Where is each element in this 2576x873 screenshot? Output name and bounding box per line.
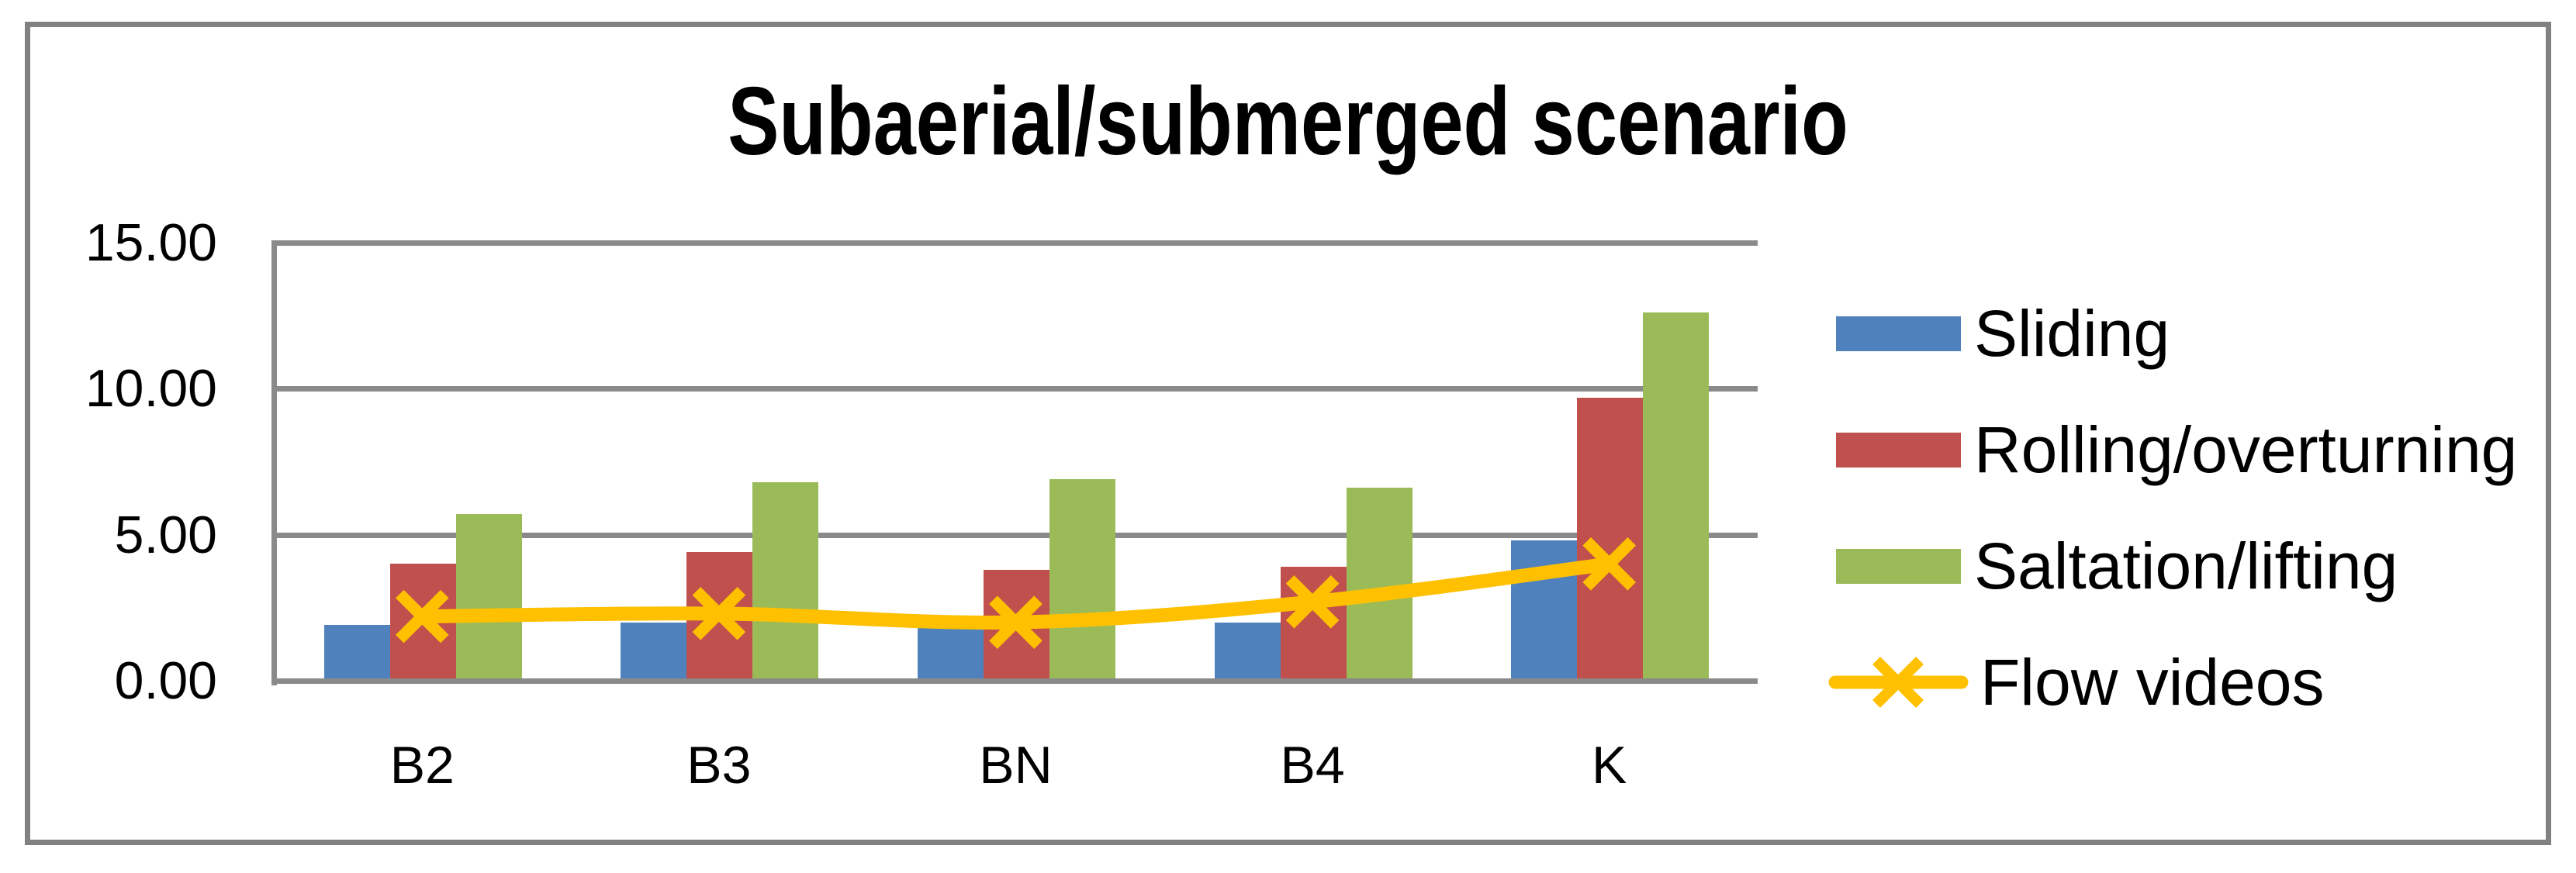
bar-saltation-lifting-b2: [455, 514, 522, 681]
x-category-label-b2: B2: [389, 736, 455, 795]
x-marker-b3: [692, 587, 746, 640]
bar-sliding-bn: [918, 628, 984, 681]
legend-label: Rolling/overturning: [1974, 412, 2518, 486]
x-marker-bn: [989, 595, 1043, 649]
chart-outer-border: [25, 22, 2551, 845]
legend-line-x-marker-icon: [1828, 657, 1969, 708]
bar-sliding-b3: [621, 622, 687, 681]
plot-area: [271, 240, 1758, 685]
gridline-15: [274, 240, 1758, 246]
legend-item-flow-videos: Flow videos: [1828, 636, 2325, 729]
legend-label: Flow videos: [1980, 645, 2325, 719]
chart-title: Subaerial/submerged scenario: [728, 68, 1848, 175]
legend-label: Sliding: [1974, 296, 2170, 370]
y-axis-line: [271, 240, 277, 685]
flow-videos-line-series: [395, 537, 1637, 649]
legend-item-sliding: Sliding: [1828, 287, 2170, 380]
bar-rolling-overturning-k: [1577, 397, 1644, 681]
bar-saltation-lifting-b3: [752, 481, 819, 681]
bar-sliding-b4: [1214, 622, 1281, 681]
x-marker-k: [1582, 537, 1637, 591]
x-category-label-k: K: [1592, 736, 1627, 795]
bar-sliding-b2: [323, 625, 390, 681]
y-tick-label-10: 10.00: [85, 359, 217, 419]
legend-item-rolling-overturning: Rolling/overturning: [1828, 403, 2517, 496]
legend-swatch-icon: [1836, 548, 1961, 584]
legend-label: Saltation/lifting: [1974, 529, 2398, 602]
bar-saltation-lifting-b4: [1346, 488, 1412, 681]
legend-swatch-icon: [1836, 432, 1961, 468]
legend-item-saltation-lifting: Saltation/lifting: [1828, 519, 2398, 612]
y-tick-label-5: 5.00: [114, 505, 217, 564]
gridline-10: [274, 386, 1758, 392]
x-category-label-bn: BN: [979, 736, 1053, 795]
bar-saltation-lifting-k: [1643, 312, 1710, 681]
gridline-5: [274, 532, 1758, 538]
x-category-label-b4: B4: [1280, 736, 1345, 795]
flow-videos-line: [415, 557, 1616, 630]
x-marker-b2: [395, 589, 449, 644]
x-category-label-b3: B3: [686, 736, 752, 795]
y-tick-label-15: 15.00: [85, 213, 217, 272]
legend: Sliding Rolling/overturning Saltation/lift…: [1828, 0, 2573, 873]
x-axis-line: [274, 678, 1758, 684]
legend-swatch-icon: [1836, 316, 1961, 351]
bar-saltation-lifting-bn: [1049, 479, 1115, 681]
x-marker-b4: [1285, 575, 1340, 629]
y-tick-label-0: 0.00: [114, 651, 217, 710]
